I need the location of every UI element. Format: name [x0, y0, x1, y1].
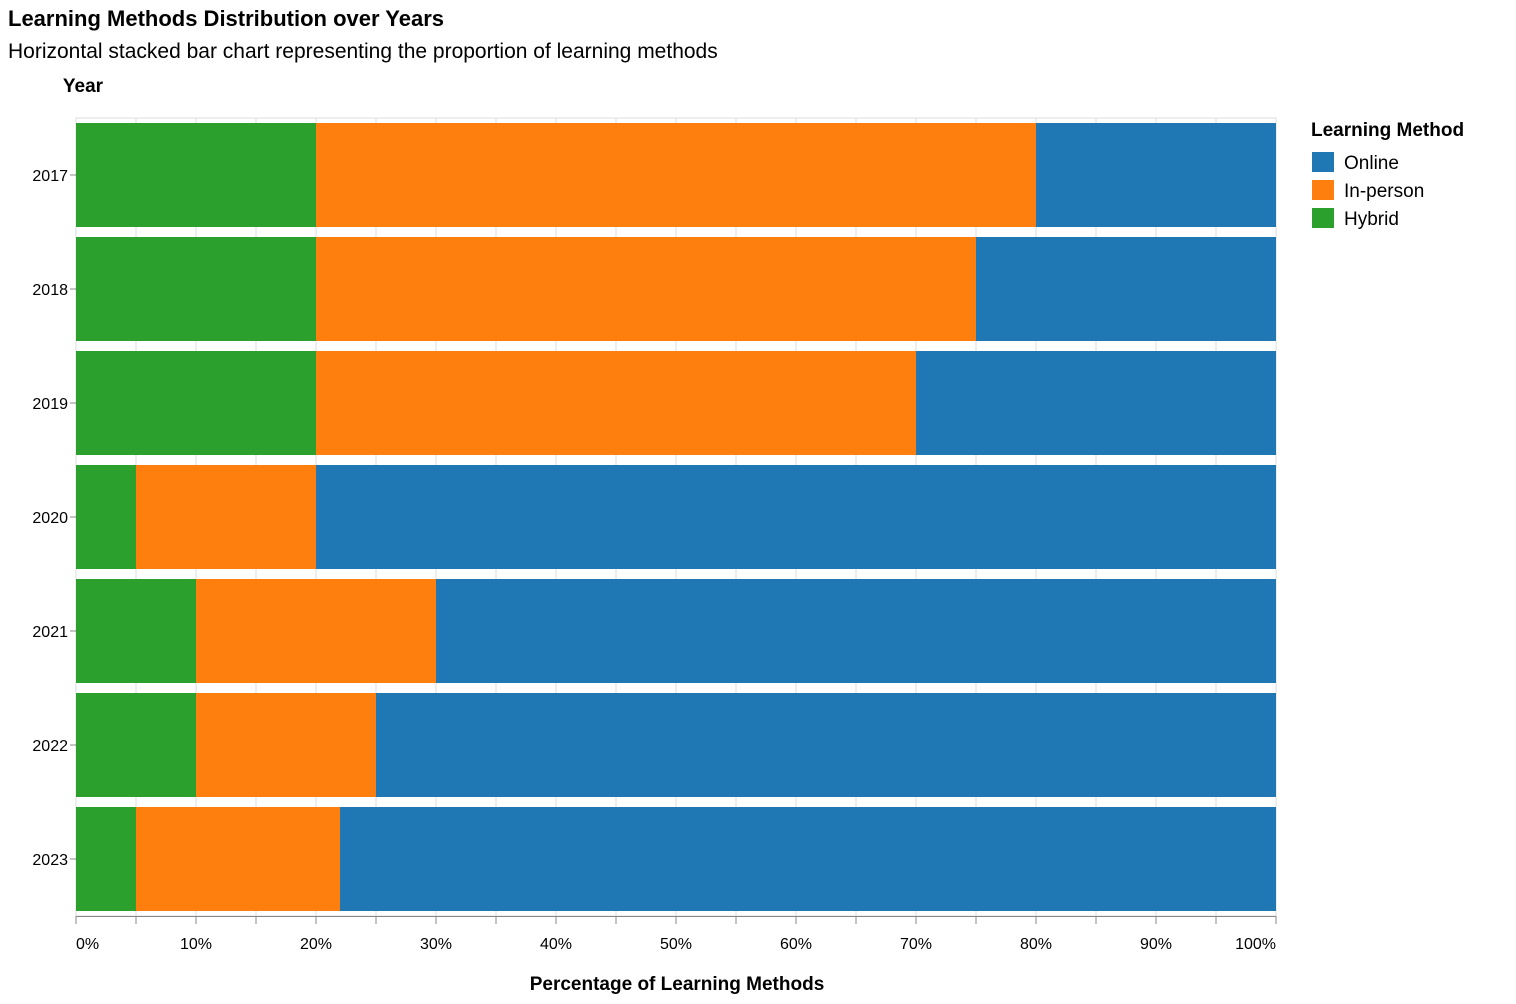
x-tick-label: 60%: [780, 936, 812, 953]
x-tick-label: 80%: [1020, 936, 1052, 953]
y-tick-label: 2017: [32, 168, 68, 185]
y-tick-label: 2022: [32, 738, 68, 755]
y-tick-label: 2019: [32, 396, 68, 413]
bar-in-person-2019: [316, 351, 916, 455]
legend-swatch-in-person: [1312, 180, 1334, 200]
x-tick-label: 40%: [540, 936, 572, 953]
y-tick-label: 2018: [32, 282, 68, 299]
bar-in-person-2021: [196, 579, 436, 683]
x-tick-label: 0%: [76, 936, 99, 953]
x-tick-label: 90%: [1140, 936, 1172, 953]
bar-in-person-2022: [196, 693, 376, 797]
bar-online-2018: [976, 237, 1276, 341]
bar-hybrid-2021: [76, 579, 196, 683]
legend-swatch-online: [1312, 152, 1334, 172]
chart-subtitle: Horizontal stacked bar chart representin…: [8, 40, 718, 63]
y-tick-label: 2021: [32, 624, 68, 641]
bar-in-person-2023: [136, 807, 340, 911]
bar-in-person-2018: [316, 237, 976, 341]
x-tick-label: 20%: [300, 936, 332, 953]
y-tick-label: 2020: [32, 510, 68, 527]
bar-hybrid-2022: [76, 693, 196, 797]
axes-layer: 2017 2018 2019 2020 2021 2022 2023 0% 10% 20% 30% 4…: [32, 168, 1277, 953]
x-axis-title: Percentage of Learning Methods: [530, 974, 825, 995]
x-tick-label: 50%: [660, 936, 692, 953]
bar-online-2021: [436, 579, 1276, 683]
bar-in-person-2017: [316, 123, 1036, 227]
y-tick-label: 2023: [32, 852, 68, 869]
legend-label-hybrid: Hybrid: [1344, 209, 1399, 230]
bar-hybrid-2023: [76, 807, 136, 911]
bar-online-2023: [340, 807, 1276, 911]
x-tick-label: 100%: [1235, 936, 1276, 953]
legend-label-in-person: In-person: [1344, 181, 1424, 202]
bar-hybrid-2019: [76, 351, 316, 455]
bars-layer: [76, 123, 1276, 911]
x-tick-label: 10%: [180, 936, 212, 953]
chart-title: Learning Methods Distribution over Years: [8, 6, 445, 31]
bar-hybrid-2017: [76, 123, 316, 227]
bar-hybrid-2020: [76, 465, 136, 569]
legend-swatch-hybrid: [1312, 208, 1334, 228]
bar-online-2019: [916, 351, 1276, 455]
bar-in-person-2020: [136, 465, 316, 569]
bar-online-2017: [1036, 123, 1276, 227]
bar-online-2022: [376, 693, 1276, 797]
bar-hybrid-2018: [76, 237, 316, 341]
x-tick-label: 70%: [900, 936, 932, 953]
x-tick-label: 30%: [420, 936, 452, 953]
legend-title: Learning Method: [1311, 120, 1464, 141]
legend-label-online: Online: [1344, 153, 1399, 174]
legend: Learning Method Online In-person Hybrid: [1311, 120, 1464, 230]
y-axis-title: Year: [63, 76, 104, 97]
bar-online-2020: [316, 465, 1276, 569]
